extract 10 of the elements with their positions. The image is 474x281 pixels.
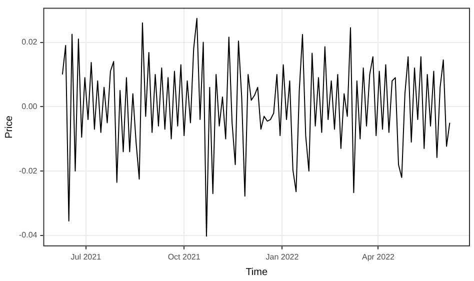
y-tick-label: 0.02	[22, 37, 38, 46]
x-axis-title: Time	[246, 266, 268, 278]
y-tick-label: -0.04	[19, 230, 38, 240]
x-tick-label: Oct 2021	[168, 252, 201, 262]
y-axis-title: Price	[4, 115, 15, 138]
x-tick-label: Apr 2022	[362, 252, 396, 262]
x-tick-label: Jul 2021	[70, 252, 102, 262]
x-tick-label: Jan 2022	[266, 252, 300, 262]
y-tick-label: -0.02	[19, 166, 38, 176]
y-tick-label: 0.00	[22, 102, 38, 111]
